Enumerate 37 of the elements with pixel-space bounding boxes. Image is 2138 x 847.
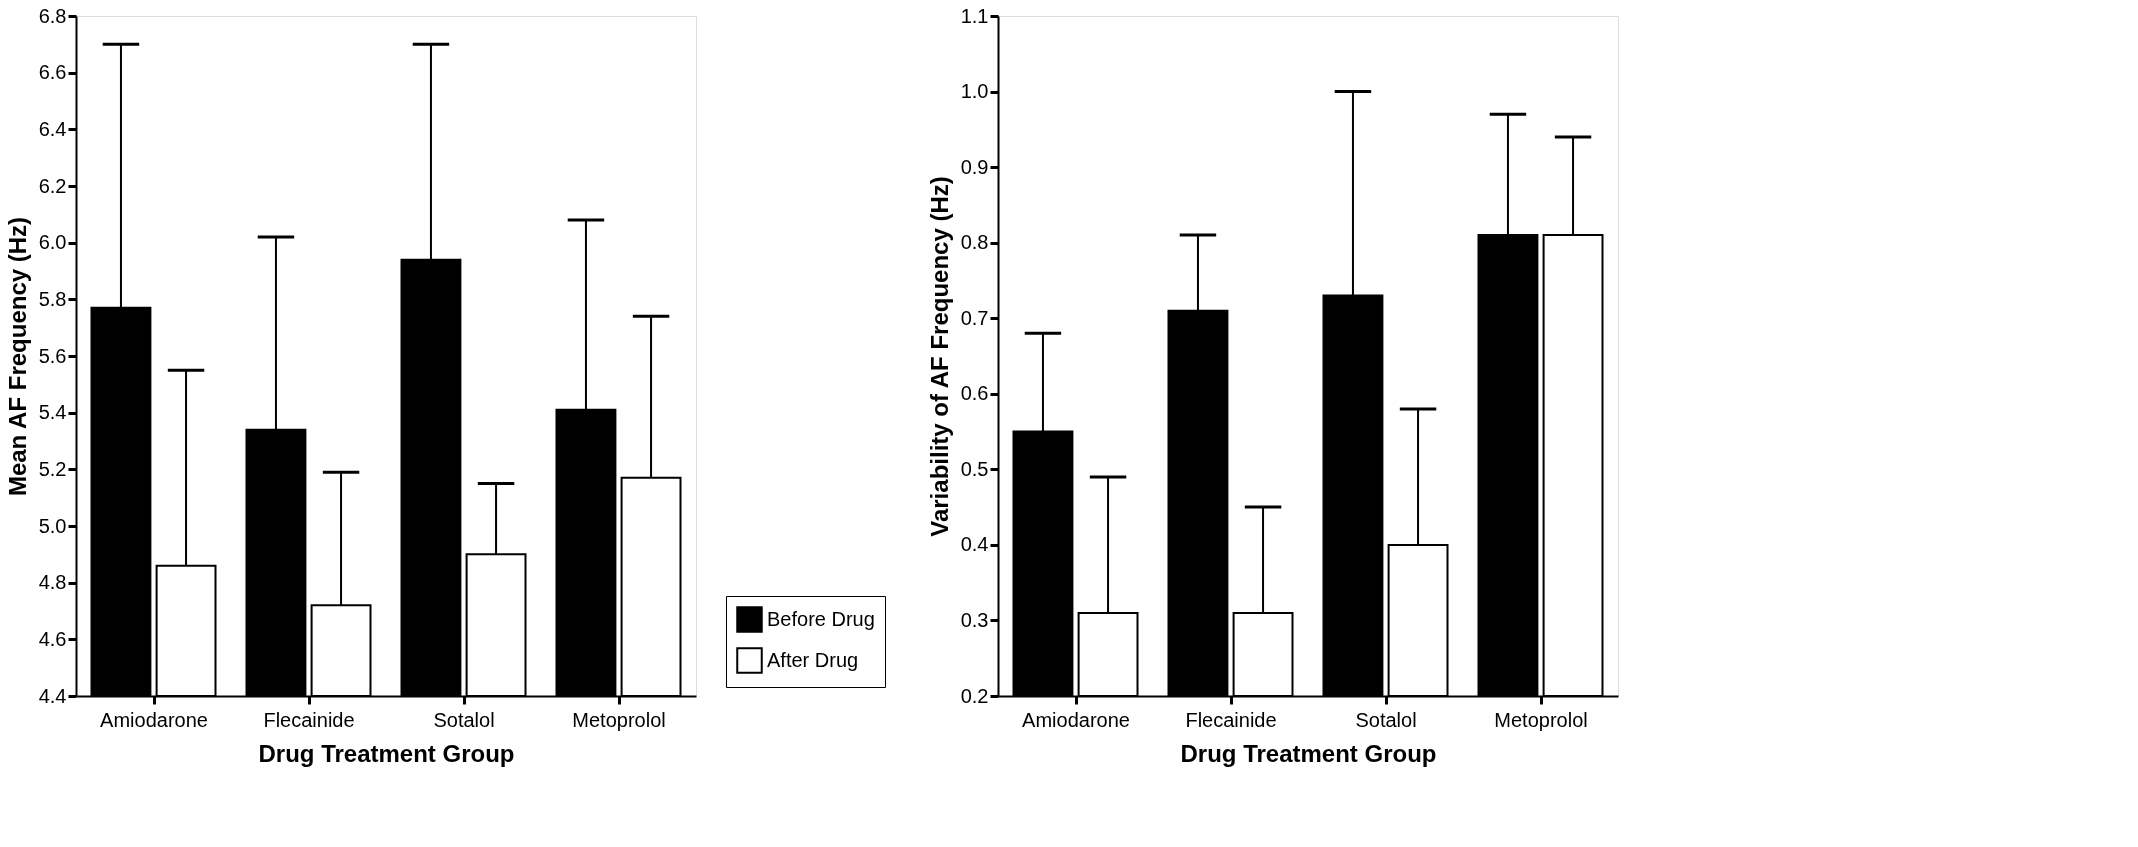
y-tick-label: 0.9 [960, 155, 989, 178]
y-tick-label: 4.6 [38, 627, 67, 650]
x-tick-label: Flecainide [263, 708, 355, 731]
y-tick-label: 0.6 [960, 382, 989, 405]
x-axis-title: Drug Treatment Group [258, 739, 515, 767]
y-tick-label: 6.6 [38, 61, 67, 84]
y-tick-label: 0.7 [960, 306, 989, 329]
y-tick-label: 0.5 [960, 457, 989, 480]
y-tick-label: 5.8 [38, 287, 67, 310]
x-tick-label: Flecainide [1185, 708, 1277, 731]
x-tick-label: Amiodarone [1022, 708, 1130, 731]
y-tick-label: 5.4 [38, 401, 67, 424]
legend-label: After Drug [767, 648, 859, 671]
y-tick-label: 6.0 [38, 231, 67, 254]
y-tick-label: 0.8 [960, 231, 989, 254]
x-tick-label: Metoprolol [1494, 708, 1588, 731]
y-tick-label: 6.2 [38, 174, 67, 197]
x-tick-label: Sotalol [1355, 708, 1417, 731]
y-tick-label: 4.4 [38, 684, 67, 707]
y-axis-title: Mean AF Frequency (Hz) [3, 216, 31, 497]
y-tick-label: 4.8 [38, 571, 67, 594]
y-tick-label: 0.2 [960, 684, 989, 707]
x-tick-label: Amiodarone [100, 708, 208, 731]
y-tick-label: 5.0 [38, 514, 67, 537]
y-axis-title: Variability of AF Frequency (Hz) [925, 176, 953, 537]
y-tick-label: 5.2 [38, 457, 67, 480]
y-tick-label: 1.1 [960, 4, 989, 27]
y-tick-label: 1.0 [960, 80, 989, 103]
x-axis-title: Drug Treatment Group [1180, 739, 1437, 767]
x-tick-label: Sotalol [433, 708, 495, 731]
y-tick-label: 0.3 [960, 608, 989, 631]
y-tick-label: 6.8 [38, 4, 67, 27]
y-tick-label: 5.6 [38, 344, 67, 367]
y-tick-label: 0.4 [960, 533, 989, 556]
legend-label: Before Drug [767, 607, 875, 630]
y-tick-label: 6.4 [38, 117, 67, 140]
x-tick-label: Metoprolol [572, 708, 666, 731]
